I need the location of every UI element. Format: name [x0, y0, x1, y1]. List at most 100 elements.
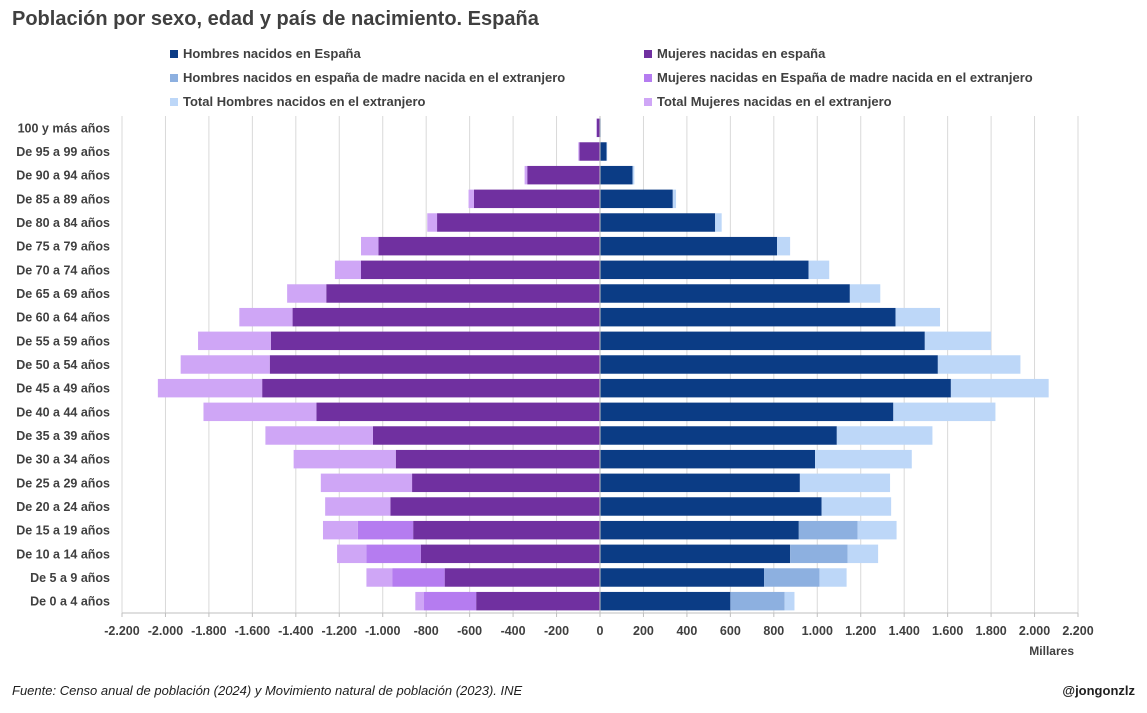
legend-swatch: [170, 97, 178, 106]
bar-women: [262, 378, 600, 398]
bar-women: [293, 449, 396, 469]
category-label: De 95 a 99 años: [16, 145, 110, 159]
bar-men: [600, 378, 951, 398]
bar-women: [180, 355, 270, 374]
bar-women: [596, 118, 600, 138]
legend-swatch: [644, 97, 652, 106]
x-tick-label: 1.200: [845, 624, 876, 638]
bar-women: [366, 544, 421, 564]
category-label: De 75 a 79 años: [16, 240, 110, 254]
legend-item: Mujeres nacidas en España de madre nacid…: [644, 70, 1033, 85]
bar-women: [265, 426, 373, 445]
category-label: De 70 a 74 años: [16, 263, 110, 277]
bar-men: [600, 568, 765, 587]
bar-men: [600, 142, 607, 161]
legend-label: Hombres nacidos en España: [183, 46, 361, 61]
x-tick-label: 1.000: [802, 624, 833, 638]
bar-women: [366, 568, 393, 587]
legend-item: Total Hombres nacidos en el extranjero: [170, 94, 426, 109]
bar-women: [390, 497, 600, 516]
category-label: De 85 a 89 años: [16, 192, 110, 206]
bar-women: [292, 307, 600, 327]
bar-men: [606, 142, 608, 161]
bar-women: [427, 213, 438, 232]
category-label: De 80 a 84 años: [16, 216, 110, 230]
bar-women: [287, 284, 327, 303]
bar-men: [784, 591, 795, 611]
bar-men: [600, 189, 673, 209]
bar-women: [269, 355, 600, 374]
bar-men: [924, 331, 992, 351]
x-tick-label: -2.200: [104, 624, 139, 638]
legend-item: Mujeres nacidas en españa: [644, 46, 825, 61]
category-label: De 50 a 54 años: [16, 358, 110, 372]
bar-men: [600, 236, 778, 256]
bar-women: [325, 497, 391, 516]
x-tick-label: -800: [414, 624, 439, 638]
bar-men: [600, 497, 822, 516]
bar-men: [836, 426, 933, 445]
bar-women: [157, 378, 263, 398]
x-tick-label: -1.600: [235, 624, 270, 638]
bar-men: [815, 449, 912, 469]
bar-men: [600, 260, 809, 280]
bar-women: [378, 236, 600, 256]
bar-men: [950, 378, 1049, 398]
x-tick-label: 400: [676, 624, 697, 638]
bar-women: [395, 449, 600, 469]
bar-women: [578, 142, 580, 161]
bar-women: [437, 213, 600, 232]
source-note: Fuente: Censo anual de población (2024) …: [12, 683, 523, 698]
bar-men: [849, 284, 881, 303]
bar-women: [413, 520, 600, 540]
x-tick-label: -1.000: [365, 624, 400, 638]
legend-label: Total Hombres nacidos en el extranjero: [183, 94, 426, 109]
bar-men: [600, 331, 925, 351]
x-tick-label: 1.600: [932, 624, 963, 638]
bar-women: [412, 473, 600, 493]
bar-women: [326, 284, 600, 303]
legend-item: Total Mujeres nacidas en el extranjero: [644, 94, 892, 109]
bar-women: [361, 236, 379, 256]
bar-women: [579, 142, 600, 161]
category-label: De 60 a 64 años: [16, 311, 110, 325]
x-tick-label: 1.800: [975, 624, 1006, 638]
category-label: 100 y más años: [18, 121, 110, 135]
x-tick-label: 800: [763, 624, 784, 638]
bar-women: [337, 544, 367, 564]
bar-women: [420, 544, 600, 564]
bar-men: [672, 189, 677, 209]
author-handle: @jongonzlz: [1062, 683, 1135, 698]
bar-men: [600, 213, 716, 232]
bar-men: [893, 402, 996, 422]
bar-women: [270, 331, 600, 351]
bar-men: [632, 165, 635, 185]
x-tick-label: -200: [544, 624, 569, 638]
bar-men: [600, 591, 731, 611]
x-tick-label: 1.400: [889, 624, 920, 638]
bar-men: [715, 213, 722, 232]
x-tick-label: -1.200: [322, 624, 357, 638]
bar-men: [600, 165, 633, 185]
bar-men: [821, 497, 892, 516]
bar-men: [847, 544, 879, 564]
category-label: De 55 a 59 años: [16, 334, 110, 348]
bar-men: [600, 473, 800, 493]
category-label: De 30 a 34 años: [16, 453, 110, 467]
bar-men: [937, 355, 1021, 374]
legend-label: Total Mujeres nacidas en el extranjero: [657, 94, 892, 109]
bar-women: [316, 402, 600, 422]
x-axis-label: Millares: [1029, 644, 1074, 658]
bar-men: [730, 591, 785, 611]
bar-men: [600, 284, 850, 303]
legend-swatch: [644, 49, 652, 58]
bar-women: [424, 591, 477, 611]
bar-women: [473, 189, 600, 209]
chart-title: Población por sexo, edad y país de nacim…: [12, 8, 539, 30]
category-label: De 10 a 14 años: [16, 547, 110, 561]
bar-men: [600, 426, 837, 445]
bar-women: [322, 520, 358, 540]
category-label: De 20 a 24 años: [16, 500, 110, 514]
x-tick-label: -2.000: [148, 624, 183, 638]
bar-men: [600, 544, 791, 564]
